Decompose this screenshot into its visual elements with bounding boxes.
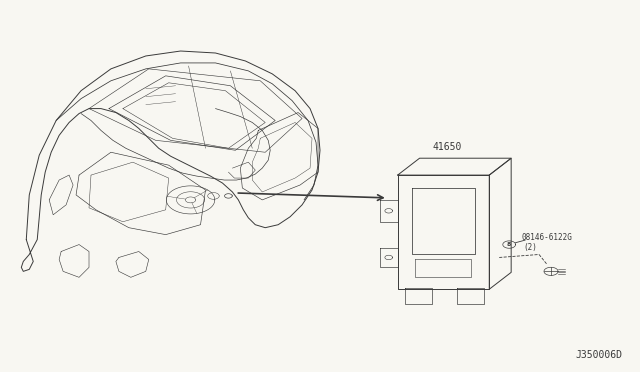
Text: 8: 8	[507, 242, 511, 247]
Text: (2): (2)	[524, 243, 538, 252]
Text: J350006D: J350006D	[576, 350, 623, 359]
Text: 08146-6122G: 08146-6122G	[521, 232, 572, 241]
Text: 41650: 41650	[433, 142, 462, 152]
